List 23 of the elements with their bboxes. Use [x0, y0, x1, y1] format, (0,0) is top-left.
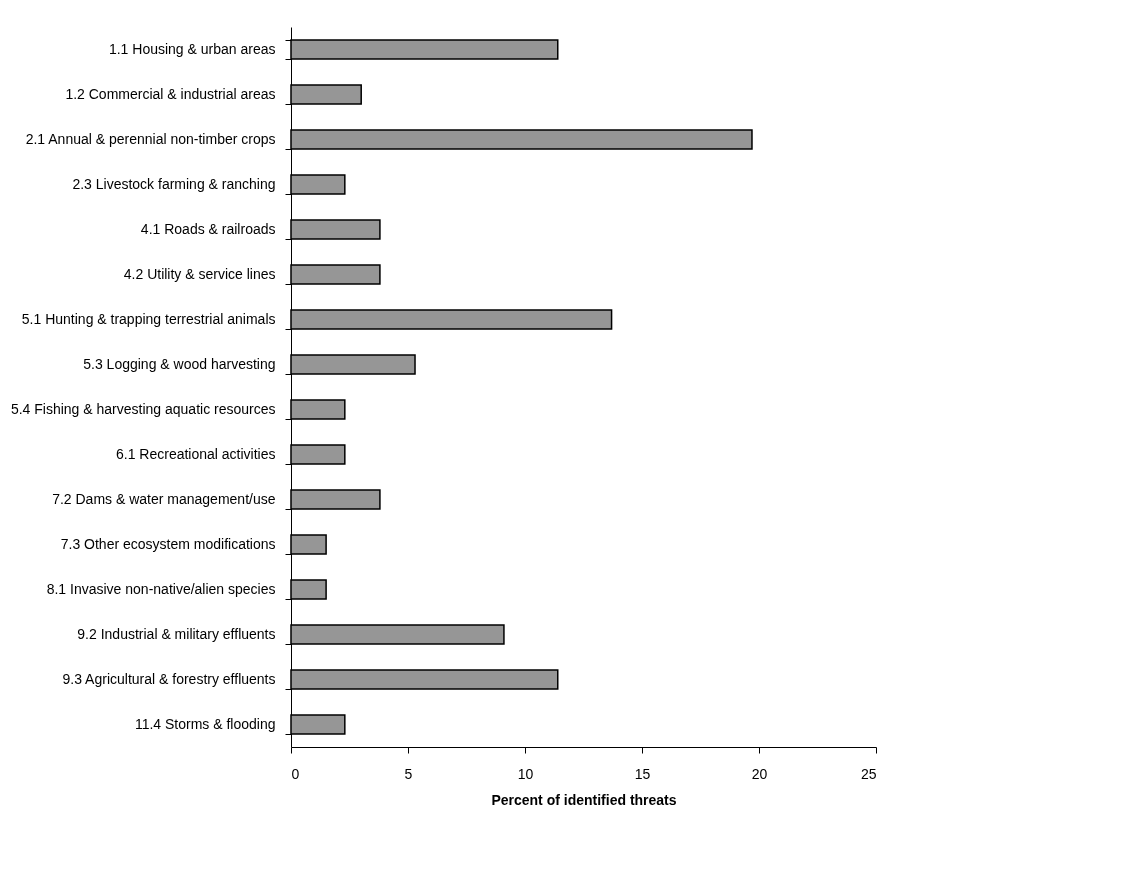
x-tick-label: 20 — [751, 765, 768, 782]
y-tick-label: 1.1 Housing & urban areas — [108, 41, 276, 57]
y-tick-label: 8.1 Invasive non-native/alien species — [46, 581, 276, 597]
y-tick-label: 6.1 Recreational activities — [115, 446, 276, 462]
y-tick-label: 11.4 Storms & flooding — [134, 716, 276, 732]
x-tick-label: 5 — [404, 765, 413, 782]
y-tick-label: 4.2 Utility & service lines — [123, 266, 276, 282]
y-tick-label: 7.2 Dams & water management/use — [52, 491, 276, 507]
x-tick-label: 10 — [517, 765, 534, 782]
y-tick-label: 5.4 Fishing & harvesting aquatic resources — [10, 401, 276, 417]
y-tick-label: 5.1 Hunting & trapping terrestrial animals — [21, 311, 276, 327]
y-tick-label: 4.1 Roads & railroads — [140, 221, 276, 237]
y-tick-label: 1.2 Commercial & industrial areas — [65, 86, 276, 102]
y-tick-label: 5.3 Logging & wood harvesting — [83, 356, 276, 372]
x-tick-label: 0 — [291, 765, 300, 782]
y-tick-label: 9.2 Industrial & military effluents — [77, 626, 276, 642]
x-tick-label: 25 — [860, 765, 877, 782]
x-axis-title: Percent of identified threats — [491, 791, 677, 808]
y-tick-label: 2.1 Annual & perennial non-timber crops — [25, 131, 276, 147]
y-tick-label: 9.3 Agricultural & forestry effluents — [62, 671, 276, 687]
x-tick-label: 15 — [634, 765, 651, 782]
y-tick-label: 2.3 Livestock farming & ranching — [72, 176, 276, 192]
y-tick-label: 7.3 Other ecosystem modifications — [60, 536, 276, 552]
